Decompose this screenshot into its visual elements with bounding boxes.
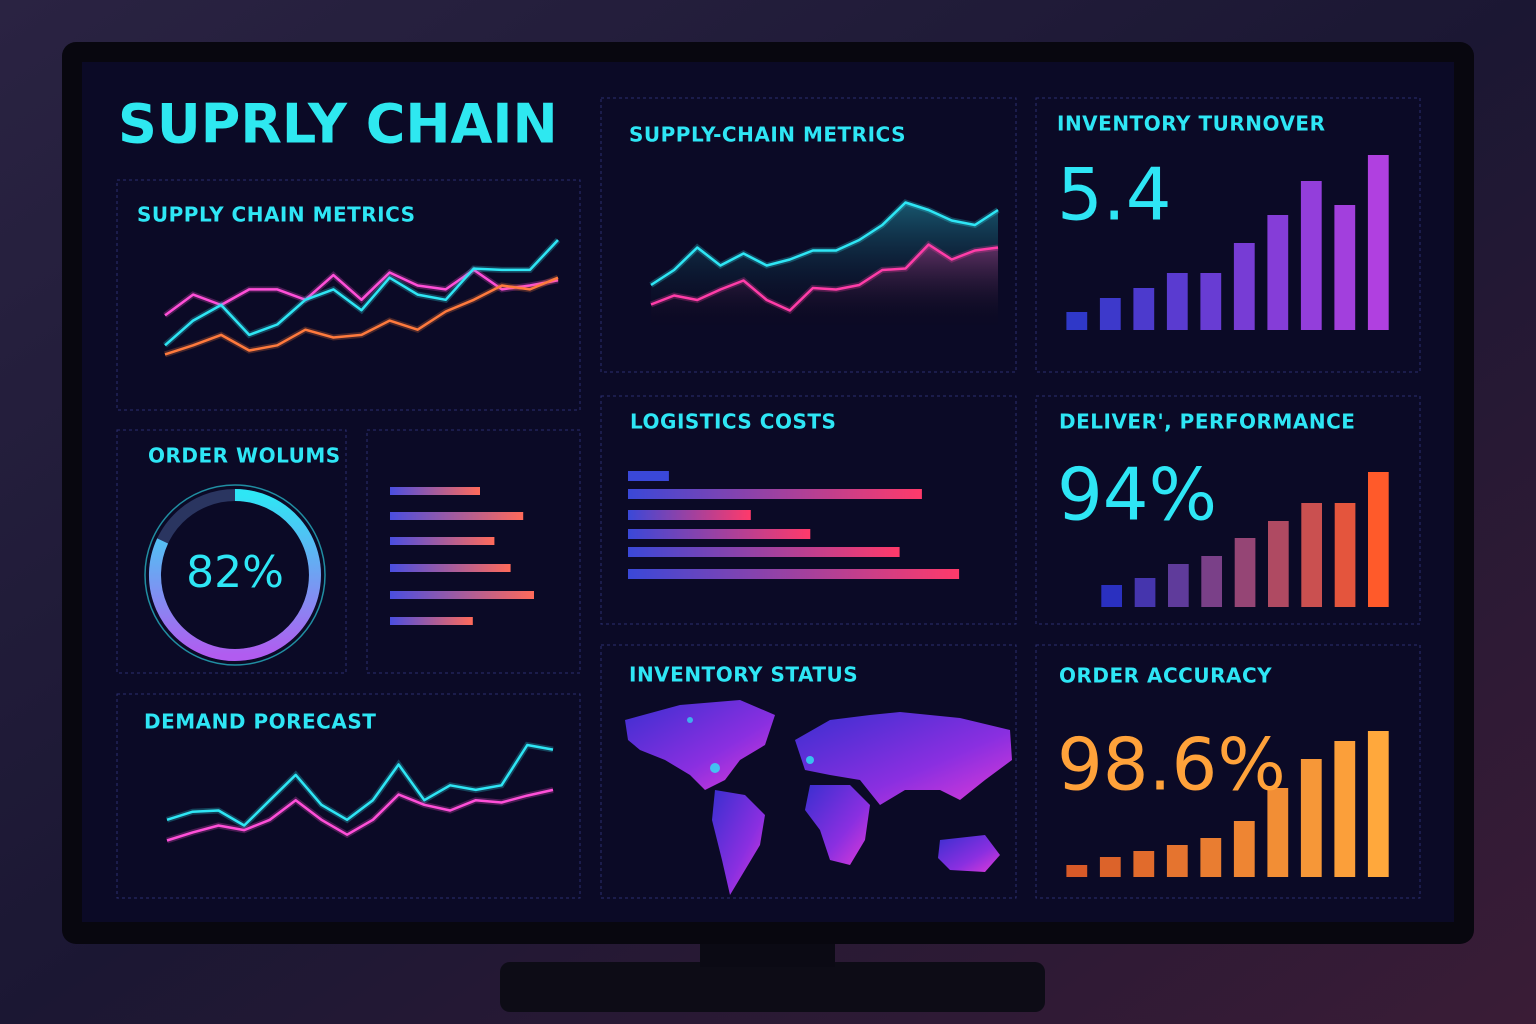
panel-title: SUPPLY CHAIN METRICS [137, 203, 416, 227]
bar [1101, 585, 1122, 607]
hbar [628, 489, 922, 499]
bar [1099, 857, 1121, 877]
bar [1201, 556, 1222, 607]
bar [1367, 731, 1389, 877]
bar [1099, 298, 1121, 330]
hbar [628, 569, 960, 579]
map-land [712, 790, 765, 895]
line [164, 239, 559, 347]
bar [1066, 312, 1088, 330]
bar [1268, 521, 1289, 607]
hbar [628, 471, 669, 481]
bar [1200, 273, 1222, 330]
panel-title: LOGISTICS COSTS [630, 410, 836, 434]
bar [1300, 759, 1322, 877]
hbar [390, 591, 534, 599]
panel [600, 644, 1017, 899]
map-land [625, 700, 775, 790]
kpi-value: 98.6% [1057, 723, 1286, 807]
panel [1035, 97, 1421, 373]
hbar [628, 547, 900, 557]
line [650, 243, 999, 312]
panel [1035, 395, 1421, 625]
bar [1334, 503, 1356, 607]
bar [1300, 181, 1322, 330]
bar [1368, 472, 1389, 607]
panel-title: ORDER ACCURACY [1059, 664, 1272, 688]
dashboard-title: SUPRLY CHAIN [118, 93, 558, 156]
hbar [390, 487, 480, 495]
bar [1334, 741, 1356, 877]
bar [1166, 845, 1188, 877]
panel [1035, 644, 1421, 899]
kpi-value: 5.4 [1057, 153, 1172, 237]
panel-title: INVENTORY TURNOVER [1057, 112, 1325, 136]
panel-title: INVENTORY STATUS [629, 663, 858, 687]
bar [1267, 215, 1289, 330]
hbar [390, 564, 511, 572]
bar [1134, 578, 1156, 607]
hbar [390, 537, 495, 545]
line [166, 788, 554, 842]
panel-title: DEMAND PORECAST [144, 710, 376, 734]
panel-title: SUPPLY-CHAIN METRICS [629, 123, 906, 147]
map-land [938, 835, 1000, 872]
bar [1234, 538, 1256, 607]
donut-label: 82% [186, 547, 284, 598]
bar [1267, 788, 1289, 877]
map-land [805, 785, 870, 865]
hbar [628, 510, 751, 520]
bar [1367, 155, 1389, 330]
hbar [628, 529, 811, 539]
hbar [390, 617, 473, 625]
bar [1334, 205, 1356, 330]
stand-base [500, 962, 1045, 1012]
panel [116, 429, 347, 674]
line [650, 201, 999, 287]
line [164, 276, 559, 356]
map-highlight [806, 756, 814, 764]
line-area [651, 244, 998, 330]
line [166, 743, 554, 827]
bar [1133, 851, 1155, 877]
panel-title: ORDER WOLUMS [148, 444, 341, 468]
bar [1066, 865, 1088, 877]
panel [116, 693, 581, 899]
panel [116, 179, 581, 411]
donut-arc [148, 489, 321, 661]
line [164, 268, 559, 317]
bar [1168, 564, 1189, 607]
map-land [795, 712, 1012, 805]
kpi-value: 94% [1057, 453, 1217, 537]
map-highlight [687, 717, 693, 723]
world-map [625, 700, 1012, 895]
bar [1233, 821, 1255, 877]
bar [1301, 503, 1322, 607]
hbar [390, 512, 524, 520]
bar [1233, 243, 1255, 330]
panel [600, 97, 1017, 373]
bar [1166, 273, 1188, 330]
map-highlight [710, 763, 720, 773]
panel-title: DELIVER', PERFORMANCE [1059, 410, 1355, 434]
bar [1200, 838, 1222, 877]
panel [600, 395, 1017, 625]
donut-outer-ring [144, 484, 326, 666]
bar [1133, 288, 1155, 330]
panels [116, 97, 1421, 899]
